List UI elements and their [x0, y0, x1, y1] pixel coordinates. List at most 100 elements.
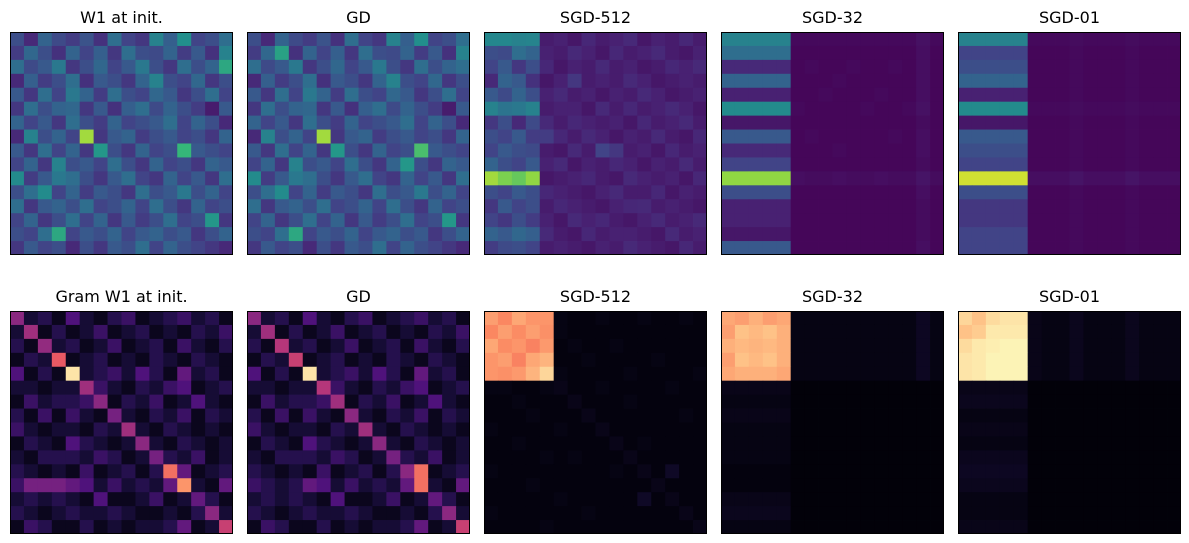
heatmap-cell — [497, 101, 513, 117]
heatmap-cell — [219, 394, 233, 409]
heatmap-cell — [149, 338, 164, 354]
heatmap-cell — [1027, 143, 1043, 158]
heatmap-cell — [497, 73, 513, 89]
heatmap-cell — [497, 450, 513, 465]
heatmap-cell — [316, 73, 332, 89]
heatmap-cell — [679, 213, 694, 228]
heatmap-cell — [107, 115, 122, 130]
heatmap-cell — [428, 324, 443, 340]
heatmap-cell — [581, 464, 596, 479]
heatmap-cell — [1027, 520, 1043, 534]
heatmap-cell — [874, 101, 889, 117]
heatmap-cell — [330, 450, 345, 465]
heatmap-cell — [888, 129, 903, 144]
heatmap-cell — [539, 59, 555, 75]
heatmap-cell — [553, 450, 569, 465]
heatmap-cell — [623, 73, 638, 89]
heatmap-cell — [665, 311, 680, 326]
heatmap-cell — [1013, 45, 1029, 61]
heatmap-cell — [804, 366, 819, 382]
heatmap-cell — [637, 101, 652, 117]
heatmap-panel: SGD-512 — [484, 285, 707, 534]
heatmap-cell — [1041, 520, 1056, 534]
heatmap-cell — [1027, 101, 1043, 117]
heatmap-cell — [149, 241, 164, 255]
heatmap-cell — [553, 101, 569, 117]
heatmap-cell — [484, 129, 499, 144]
heatmap-cell — [958, 171, 973, 186]
heatmap-cell — [358, 73, 373, 89]
heatmap-cell — [149, 450, 164, 465]
heatmap-cell — [428, 59, 443, 75]
heatmap-cell — [1013, 129, 1029, 144]
heatmap-cell — [414, 492, 429, 507]
heatmap-cell — [93, 394, 108, 409]
heatmap-cell — [693, 73, 707, 89]
heatmap-cell — [386, 311, 401, 326]
heatmap-cell — [428, 450, 443, 465]
heatmap-cell — [149, 436, 164, 451]
heatmap-cell — [121, 32, 136, 47]
heatmap-cell — [651, 394, 666, 409]
heatmap-cell — [971, 87, 987, 103]
heatmap-cell — [581, 59, 596, 75]
heatmap-cell — [539, 520, 555, 534]
heatmap-cell — [776, 101, 792, 117]
heatmap-cell — [1069, 352, 1084, 368]
heatmap-cell — [330, 241, 345, 255]
heatmap-cell — [916, 73, 931, 89]
heatmap-cell — [651, 171, 666, 186]
heatmap-cell — [442, 464, 457, 479]
heatmap-cell — [23, 436, 39, 451]
heatmap-cell — [693, 32, 707, 47]
heatmap-cell — [1027, 32, 1043, 47]
heatmap-cell — [65, 506, 81, 521]
heatmap-cell — [358, 129, 373, 144]
heatmap-cell — [1055, 59, 1070, 75]
heatmap-cell — [860, 506, 875, 521]
heatmap-cell — [902, 520, 917, 534]
heatmap-cell — [51, 311, 67, 326]
heatmap-cell — [623, 87, 638, 103]
heatmap-cell — [511, 101, 527, 117]
heatmap-cell — [219, 366, 233, 382]
heatmap-cell — [623, 366, 638, 382]
heatmap-cell — [902, 157, 917, 172]
heatmap-cell — [79, 227, 95, 242]
heatmap-cell — [10, 464, 25, 479]
heatmap-cell — [484, 227, 499, 242]
heatmap-cell — [511, 338, 527, 354]
heatmap-cell — [484, 171, 499, 186]
heatmap-cell — [511, 478, 527, 493]
heatmap-cell — [1083, 87, 1098, 103]
heatmap-cell — [971, 227, 987, 242]
heatmap-cell — [651, 87, 666, 103]
heatmap-cell — [316, 436, 332, 451]
heatmap-cell — [428, 213, 443, 228]
heatmap-cell — [442, 338, 457, 354]
heatmap-cell — [205, 129, 220, 144]
heatmap-cell — [888, 478, 903, 493]
heatmap-cell — [302, 185, 318, 200]
heatmap-cell — [553, 394, 569, 409]
heatmap-cell — [790, 157, 806, 172]
heatmap-cell — [1153, 408, 1168, 423]
heatmap-cell — [37, 87, 53, 103]
heatmap-cell — [916, 380, 931, 396]
heatmap-cell — [205, 366, 220, 382]
heatmap-cell — [1111, 227, 1126, 242]
heatmap-cell — [1125, 422, 1140, 437]
heatmap-cell — [358, 227, 373, 242]
heatmap-cell — [400, 185, 415, 200]
heatmap-cell — [902, 171, 917, 186]
heatmap-cell — [51, 73, 67, 89]
heatmap-cell — [107, 506, 122, 521]
heatmap-cell — [665, 366, 680, 382]
heatmap-cell — [135, 394, 150, 409]
heatmap-cell — [456, 73, 470, 89]
heatmap-cell — [456, 408, 470, 423]
heatmap-cell — [1097, 45, 1112, 61]
heatmap-cell — [163, 73, 178, 89]
heatmap-cell — [511, 506, 527, 521]
axes-frame — [721, 311, 944, 534]
